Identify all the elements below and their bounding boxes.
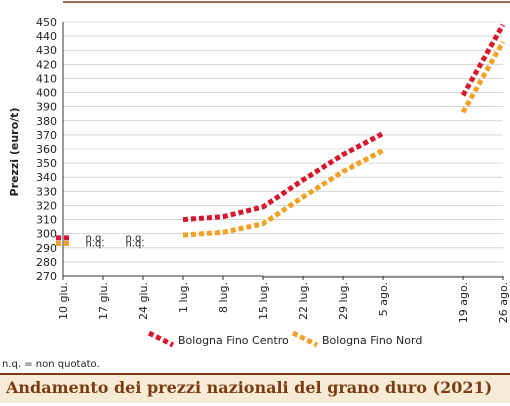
footnote: n.q. = non quotato. xyxy=(2,359,100,370)
y-tick-label: 330 xyxy=(36,185,57,198)
y-tick-label: 420 xyxy=(36,58,57,71)
title-bar: Andamento dei prezzi nazionali del grano… xyxy=(0,373,510,403)
series-line xyxy=(460,23,506,97)
y-tick-label: 380 xyxy=(36,115,57,128)
chart-title: Andamento dei prezzi nazionali del grano… xyxy=(6,378,493,397)
y-tick-label: 450 xyxy=(36,16,57,29)
series-line xyxy=(460,40,506,114)
x-tick-label: 15 lug. xyxy=(257,282,270,320)
legend-label: Bologna Fino Centro xyxy=(178,334,289,347)
series-line xyxy=(182,148,385,238)
nq-label: n.q. xyxy=(85,239,104,250)
data-series xyxy=(56,23,506,247)
nq-annotations: n.q.n.q.n.q.n.q. xyxy=(85,233,144,250)
x-tick-label: 8 lug. xyxy=(217,282,230,313)
y-tick-label: 320 xyxy=(36,199,57,212)
y-tick-labels: 2702802903003103203303403503603703803904… xyxy=(36,16,57,283)
y-tick-label: 370 xyxy=(36,129,57,142)
y-tick-label: 310 xyxy=(36,214,57,227)
x-tick-label: 26 ago. xyxy=(497,282,510,323)
y-tick-label: 340 xyxy=(36,171,57,184)
x-tick-label: 29 lug. xyxy=(337,282,350,320)
x-tick-label: 10 giu. xyxy=(57,282,70,320)
y-tick-label: 440 xyxy=(36,30,57,43)
x-tick-label: 1 lug. xyxy=(177,282,190,313)
legend-label: Bologna Fino Nord xyxy=(322,334,422,347)
y-axis-title: Prezzi (euro/t) xyxy=(8,108,21,197)
y-tick-label: 410 xyxy=(36,72,57,85)
x-tick-label: 17 giu. xyxy=(97,282,110,320)
legend-swatch xyxy=(291,330,319,348)
nq-label: n.q. xyxy=(85,233,104,244)
axes xyxy=(62,1,510,280)
y-tick-label: 350 xyxy=(36,157,57,170)
legend-swatch xyxy=(147,330,175,348)
y-tick-label: 270 xyxy=(36,270,57,283)
y-tick-label: 300 xyxy=(36,228,57,241)
gridlines xyxy=(63,21,503,277)
nq-label: n.q. xyxy=(125,239,144,250)
y-tick-label: 290 xyxy=(36,242,57,255)
series-line xyxy=(182,131,385,223)
x-tick-labels: 10 giu. 17 giu. 24 giu. 1 lug. 8 lug. 15 lug.… xyxy=(57,282,510,323)
nq-label: n.q. xyxy=(125,233,144,244)
x-tick-label: 19 ago. xyxy=(457,282,470,323)
y-tick-label: 280 xyxy=(36,256,57,269)
legend: Bologna Fino Centro Bologna Fino Nord xyxy=(147,330,422,348)
x-tick-label: 22 lug. xyxy=(297,282,310,320)
y-tick-label: 390 xyxy=(36,101,57,114)
y-tick-label: 430 xyxy=(36,44,57,57)
y-tick-label: 400 xyxy=(36,87,57,100)
x-tick-label: 24 giu. xyxy=(137,282,150,320)
y-tick-label: 360 xyxy=(36,143,57,156)
x-tick-label: 5 ago. xyxy=(377,282,390,316)
price-chart: 2702802903003103203303403503603703803904… xyxy=(8,1,510,348)
